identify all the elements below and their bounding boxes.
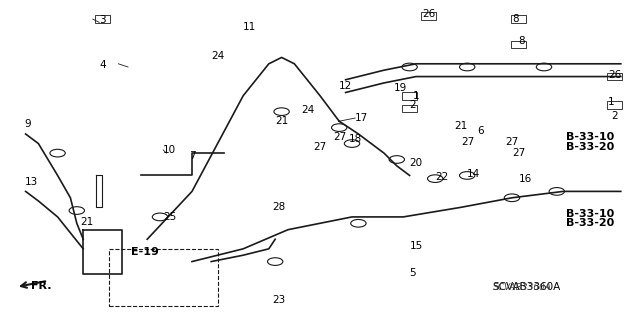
Text: 12: 12 xyxy=(339,81,353,91)
Text: 24: 24 xyxy=(211,51,225,61)
Bar xyxy=(402,105,417,112)
Text: 1: 1 xyxy=(608,97,614,107)
Text: 15: 15 xyxy=(410,241,423,251)
Text: 25: 25 xyxy=(163,212,177,222)
Text: B-33-10: B-33-10 xyxy=(566,209,614,219)
Text: 1: 1 xyxy=(413,91,419,101)
Text: 2: 2 xyxy=(611,111,618,122)
Bar xyxy=(511,41,526,48)
Text: 2: 2 xyxy=(410,100,416,110)
Bar xyxy=(607,101,622,109)
Text: 8: 8 xyxy=(518,36,525,47)
Text: 27: 27 xyxy=(512,148,525,158)
Bar xyxy=(402,92,417,100)
Text: 17: 17 xyxy=(355,113,369,123)
Text: 14: 14 xyxy=(467,169,481,179)
Bar xyxy=(421,12,436,20)
Bar xyxy=(511,15,526,23)
Text: 21: 21 xyxy=(275,116,289,126)
Text: B-33-10: B-33-10 xyxy=(566,132,614,142)
Text: 6: 6 xyxy=(477,126,483,136)
Text: 27: 27 xyxy=(314,142,327,152)
Text: 3: 3 xyxy=(99,15,106,25)
Text: 8: 8 xyxy=(512,14,518,24)
Text: 21: 21 xyxy=(454,121,468,131)
Text: 16: 16 xyxy=(518,174,532,184)
Text: SCVAB3360A: SCVAB3360A xyxy=(493,283,552,292)
Text: FR.: FR. xyxy=(31,281,51,292)
Text: 23: 23 xyxy=(272,295,285,305)
Text: 26: 26 xyxy=(608,70,621,80)
Text: B-33-20: B-33-20 xyxy=(566,218,614,228)
Text: 18: 18 xyxy=(349,134,362,144)
Text: 28: 28 xyxy=(272,202,285,212)
Text: 19: 19 xyxy=(394,83,407,93)
Text: 4: 4 xyxy=(99,60,106,70)
Text: 27: 27 xyxy=(333,132,346,142)
Text: B-33-20: B-33-20 xyxy=(566,142,614,152)
Text: 22: 22 xyxy=(435,172,449,182)
Text: 27: 27 xyxy=(506,137,519,147)
Text: 10: 10 xyxy=(163,145,177,155)
Text: SCVAB3360A: SCVAB3360A xyxy=(493,282,561,292)
Text: 21: 21 xyxy=(80,217,93,227)
Text: 24: 24 xyxy=(301,105,314,115)
Text: 5: 5 xyxy=(410,268,416,278)
Text: E-19: E-19 xyxy=(131,247,159,257)
Bar xyxy=(607,73,622,80)
Text: 20: 20 xyxy=(410,158,423,168)
Bar xyxy=(109,249,218,306)
Text: 13: 13 xyxy=(24,177,38,187)
Bar xyxy=(95,15,110,23)
Text: 11: 11 xyxy=(243,22,257,32)
Text: 9: 9 xyxy=(24,119,31,130)
Text: 27: 27 xyxy=(461,137,474,147)
Text: 7: 7 xyxy=(189,151,195,161)
Text: 26: 26 xyxy=(422,9,436,19)
